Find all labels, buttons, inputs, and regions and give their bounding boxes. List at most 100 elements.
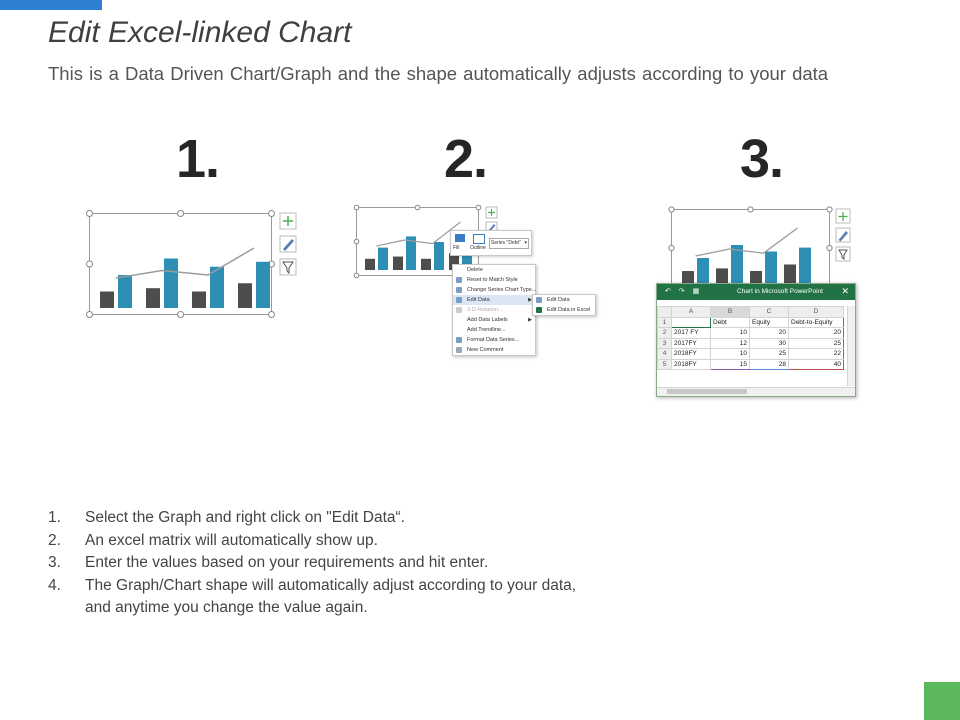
- table-cell[interactable]: 25: [788, 337, 844, 349]
- bar-equity[interactable]: [164, 258, 178, 309]
- submenu-item-edit-data[interactable]: Edit Data: [533, 295, 595, 305]
- menu-item-edit-data[interactable]: Edit Data ▶: [453, 295, 535, 305]
- brush-icon: [838, 231, 848, 242]
- select-all-corner[interactable]: [657, 306, 672, 318]
- menu-item-reset[interactable]: Reset to Match Style: [453, 275, 535, 285]
- table-cell[interactable]: 2018FY: [671, 348, 711, 360]
- bar-debt[interactable]: [238, 283, 252, 308]
- column-header[interactable]: A: [671, 306, 711, 318]
- excel-grid[interactable]: A B C D 1 Debt Equity Debt-to-Equity 2 2…: [657, 306, 844, 370]
- chart-3-series-line: [695, 227, 798, 257]
- bar-equity[interactable]: [731, 245, 743, 284]
- instruction-item: 4. The Graph/Chart shape will automatical…: [48, 576, 577, 617]
- bar-equity[interactable]: [256, 261, 270, 308]
- horizontal-scrollbar[interactable]: [657, 387, 855, 396]
- fill-button[interactable]: Fill: [453, 245, 460, 251]
- menu-item-add-trendline[interactable]: Add Trendline...: [467, 327, 506, 333]
- chart-panel-3[interactable]: [666, 204, 858, 291]
- bar-equity[interactable]: [799, 247, 811, 284]
- row-header[interactable]: 5: [657, 358, 672, 370]
- excel-title-bar[interactable]: ↶ ↷ ▦ Chart in Microsoft PowerPoint ✕: [657, 284, 855, 300]
- row-header[interactable]: 2: [657, 327, 672, 339]
- submenu-item-edit-in-excel[interactable]: Edit Data in Excel: [533, 305, 595, 315]
- table-cell[interactable]: 25: [749, 348, 789, 360]
- chart-filters-button[interactable]: [835, 246, 851, 262]
- table-cell[interactable]: 10: [710, 348, 750, 360]
- close-icon[interactable]: ✕: [841, 286, 849, 296]
- menu-item-new-comment[interactable]: New Comment: [453, 345, 535, 355]
- table-cell[interactable]: Debt-to-Equity: [788, 316, 844, 328]
- selection-handles[interactable]: [668, 206, 833, 252]
- context-menu[interactable]: Delete Reset to Match Style Change Serie…: [452, 264, 536, 356]
- table-cell[interactable]: 10: [710, 327, 750, 339]
- table-cell[interactable]: 2017FY: [671, 337, 711, 349]
- table-icon: [536, 297, 542, 303]
- table-cell[interactable]: 2017 FY: [671, 327, 711, 339]
- table-cell[interactable]: 40: [788, 358, 844, 370]
- series-dropdown[interactable]: Series "Debt" ▾: [489, 238, 529, 249]
- chart-panel-1[interactable]: [84, 207, 304, 324]
- table-cell[interactable]: 20: [788, 327, 844, 339]
- menu-item-delete[interactable]: Delete: [467, 267, 483, 273]
- bar-equity[interactable]: [118, 275, 132, 308]
- bar-debt[interactable]: [682, 271, 694, 284]
- table-cell[interactable]: 20: [749, 327, 789, 339]
- table-cell[interactable]: 22: [788, 348, 844, 360]
- bar-debt[interactable]: [365, 258, 375, 270]
- column-header[interactable]: B: [710, 306, 750, 318]
- bar-equity[interactable]: [765, 251, 777, 285]
- menu-item-change-type[interactable]: Change Series Chart Type...: [453, 285, 536, 295]
- chevron-down-icon: ▾: [524, 240, 527, 246]
- bar-equity[interactable]: [697, 258, 709, 284]
- bar-equity[interactable]: [378, 247, 388, 270]
- column-header[interactable]: C: [749, 306, 789, 318]
- page-title: Edit Excel-linked Chart: [48, 16, 352, 49]
- outline-button[interactable]: Outline: [470, 245, 486, 251]
- bar-debt[interactable]: [146, 288, 160, 308]
- resize-handle: [268, 210, 275, 217]
- corner-accent-square: [924, 682, 960, 720]
- top-accent-bar: [0, 0, 102, 10]
- quick-access-toolbar[interactable]: ↶ ↷ ▦: [665, 288, 703, 295]
- scrollbar-thumb[interactable]: [667, 389, 747, 394]
- resize-handle: [268, 311, 275, 318]
- bar-equity[interactable]: [434, 242, 444, 270]
- table-cell[interactable]: 28: [749, 358, 789, 370]
- vertical-scrollbar[interactable]: [847, 306, 855, 386]
- mini-toolbar[interactable]: Fill Outline Series "Debt" ▾: [450, 230, 532, 256]
- bar-debt[interactable]: [716, 268, 728, 284]
- table-cell[interactable]: 12: [710, 337, 750, 349]
- bar-debt[interactable]: [750, 271, 762, 284]
- bar-debt[interactable]: [421, 258, 431, 270]
- bar-debt[interactable]: [100, 291, 114, 309]
- submenu[interactable]: Edit Data Edit Data in Excel: [532, 294, 596, 316]
- table-cell[interactable]: Debt: [710, 316, 750, 328]
- row-header[interactable]: 3: [657, 337, 672, 349]
- chart-panel-2[interactable]: Fill Outline Series "Debt" ▾ Delete Rese…: [352, 202, 596, 356]
- selection-handles[interactable]: [353, 204, 482, 279]
- table-cell[interactable]: 2018FY: [671, 358, 711, 370]
- plus-icon: [488, 209, 495, 216]
- menu-item-add-labels[interactable]: Add Data Labels ▶: [467, 317, 532, 323]
- menu-item-3d-rotation[interactable]: 3-D Rotation...: [453, 305, 535, 315]
- row-header[interactable]: 4: [657, 348, 672, 360]
- instruction-list: 1. Select the Graph and right click on "E…: [48, 507, 576, 620]
- column-header[interactable]: D: [788, 306, 844, 318]
- chart-1-svg[interactable]: [84, 207, 304, 319]
- table-cell[interactable]: 30: [749, 337, 789, 349]
- chart-3-svg[interactable]: [666, 204, 858, 286]
- bar-equity[interactable]: [210, 266, 224, 308]
- bar-debt[interactable]: [784, 264, 796, 285]
- bar-debt[interactable]: [393, 256, 403, 270]
- chart-side-buttons[interactable]: [279, 212, 297, 276]
- row-header[interactable]: 1: [657, 316, 672, 328]
- bar-debt[interactable]: [449, 253, 459, 270]
- bar-debt[interactable]: [192, 291, 206, 309]
- table-cell[interactable]: Equity: [749, 316, 789, 328]
- bar-equity[interactable]: [406, 236, 416, 270]
- table-cell[interactable]: 15: [710, 358, 750, 370]
- table-row: 2 2017 FY 10 20 20: [657, 327, 844, 339]
- menu-item-format-series[interactable]: Format Data Series...: [453, 335, 535, 345]
- table-cell[interactable]: [671, 316, 711, 328]
- excel-window[interactable]: ↶ ↷ ▦ Chart in Microsoft PowerPoint ✕ A …: [656, 283, 856, 397]
